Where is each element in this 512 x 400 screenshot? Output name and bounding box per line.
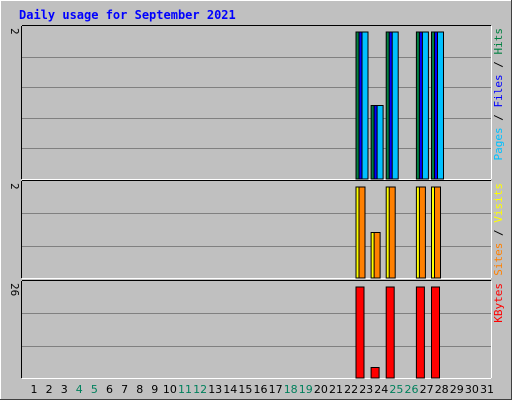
bar-pages-day-25	[391, 31, 399, 180]
y-max-label: 2	[8, 28, 21, 35]
x-tick-label: 29	[450, 383, 464, 396]
legend-pages-files-hits: Pages / Files / Hits	[492, 28, 505, 161]
x-tick-label: 23	[359, 383, 373, 396]
x-tick-label: 1	[31, 383, 38, 396]
x-tick-label: 6	[106, 383, 113, 396]
legend-entry-kbytes: KBytes	[492, 283, 505, 323]
x-tick-label: 25	[389, 383, 403, 396]
x-tick-label: 22	[344, 383, 358, 396]
x-tick-label: 28	[435, 383, 449, 396]
x-axis-labels: 1 2 3 4 5 6 7 8 9 10 11 12 13 14 15 16 17 18 19 20 21 22 23 24 2…	[31, 383, 495, 396]
y-max-label: 2	[8, 183, 21, 190]
x-tick-label: 31	[480, 383, 494, 396]
chart-panels: 2 Pages / Files / Hits 2 Sites / Visits 26 KB…	[8, 25, 505, 379]
legend-entry-pages: Pages	[492, 127, 505, 160]
x-tick-label: 5	[91, 383, 98, 396]
bar-sites-day-27	[418, 186, 426, 279]
legend-visits-sites: Sites / Visits	[492, 183, 505, 276]
bar-sites-day-25	[388, 186, 396, 279]
x-tick-label: 13	[208, 383, 222, 396]
legend-entry-files: Files	[492, 74, 505, 107]
x-tick-label: 20	[314, 383, 328, 396]
x-tick-label: 30	[465, 383, 479, 396]
panel-pages-files-hits: 2 Pages / Files / Hits	[8, 25, 505, 180]
bar-sites-day-28	[434, 186, 441, 279]
x-tick-label: 24	[374, 383, 388, 396]
bar-kbytes-day-27	[415, 286, 425, 379]
x-tick-label: 2	[46, 383, 53, 396]
bar-pages-day-28	[437, 31, 444, 180]
bar-kbytes-day-25	[385, 286, 395, 379]
x-tick-label: 8	[136, 383, 143, 396]
bar-kbytes-day-28	[431, 286, 440, 379]
bar-pages-day-23	[361, 31, 369, 180]
x-tick-label: 17	[269, 383, 283, 396]
x-tick-label: 26	[405, 383, 419, 396]
x-tick-label: 11	[178, 383, 192, 396]
legend-entry-visits: Visits	[492, 183, 505, 223]
x-tick-label: 18	[284, 383, 298, 396]
bar-sites-day-23	[358, 186, 366, 279]
chart-title: Daily usage for September 2021	[19, 8, 236, 22]
x-tick-label: 14	[223, 383, 237, 396]
bar-pages-day-27	[421, 31, 429, 180]
legend-kbytes: KBytes	[492, 283, 505, 323]
bar-kbytes-day-24	[370, 367, 380, 379]
panel-kbytes: 26 KBytes	[8, 280, 505, 379]
legend-entry-sites: Sites	[492, 243, 505, 276]
panel-visits-sites: 2 Sites / Visits	[8, 180, 505, 279]
x-tick-label: 9	[151, 383, 158, 396]
y-max-label: 26	[8, 283, 21, 296]
x-tick-label: 3	[61, 383, 68, 396]
x-tick-label: 12	[193, 383, 207, 396]
x-tick-label: 7	[121, 383, 128, 396]
x-tick-label: 15	[238, 383, 252, 396]
x-tick-label: 16	[254, 383, 268, 396]
x-tick-label: 27	[420, 383, 434, 396]
bar-pages-day-24	[376, 105, 384, 180]
x-tick-label: 10	[163, 383, 177, 396]
x-tick-label: 4	[76, 383, 83, 396]
bar-sites-day-24	[373, 232, 381, 279]
legend-entry-hits: Hits	[492, 28, 505, 55]
x-tick-label: 19	[299, 383, 313, 396]
bar-kbytes-day-23	[355, 286, 365, 379]
x-tick-label: 21	[329, 383, 343, 396]
